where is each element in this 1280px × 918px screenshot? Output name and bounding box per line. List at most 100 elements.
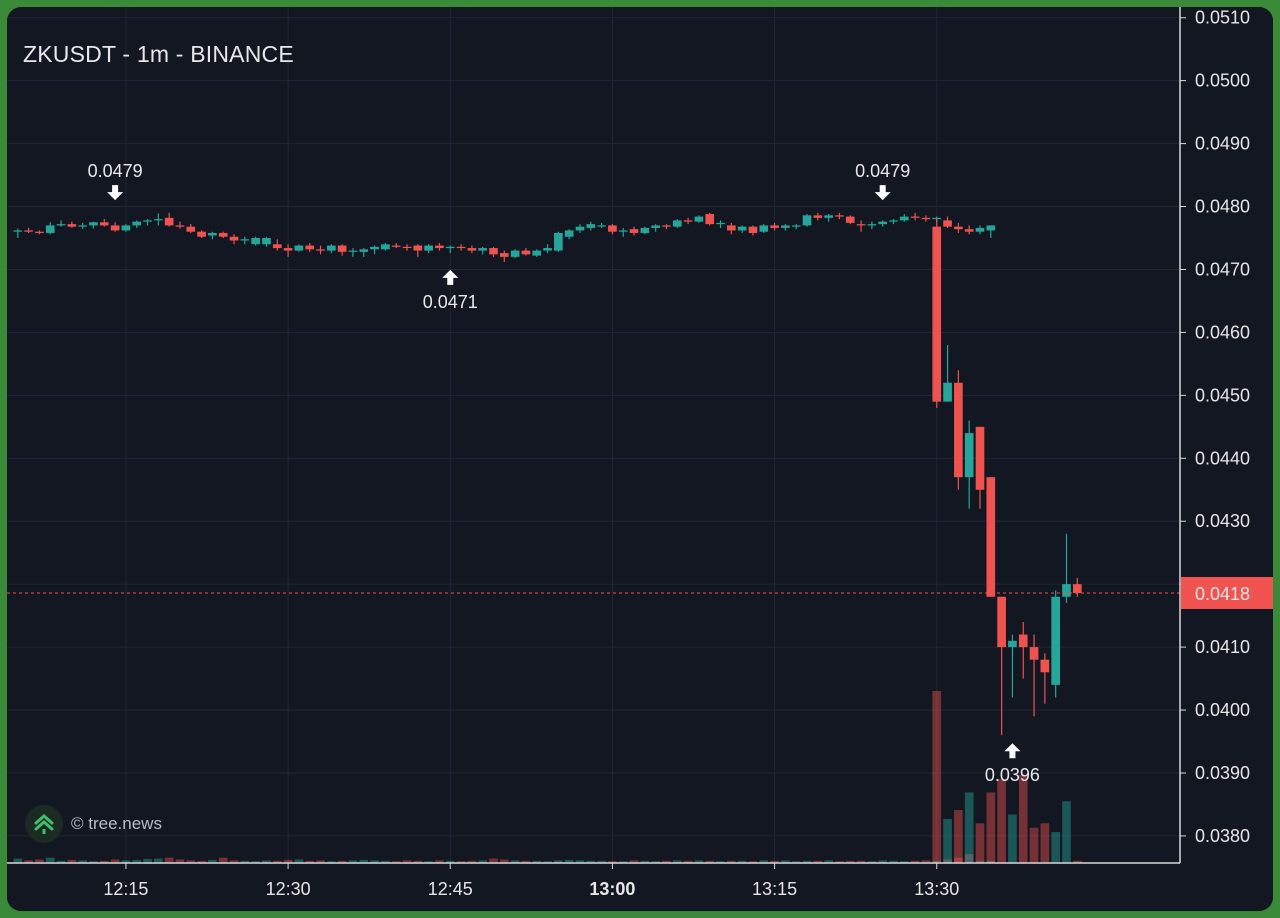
candle-body [737, 226, 747, 231]
price-tick-label: 0.0480 [1195, 197, 1250, 217]
candle-body [294, 245, 304, 251]
price-tick-label: 0.0510 [1195, 8, 1250, 28]
volume-bar [1018, 774, 1028, 863]
volume-bar [218, 857, 228, 863]
candle-body [835, 215, 844, 217]
volume-bar [132, 859, 142, 863]
volume-bar [370, 860, 379, 863]
price-tick-label: 0.0440 [1195, 448, 1250, 468]
candle-body [575, 226, 585, 231]
volume-bar [954, 810, 963, 863]
annotation-label: 0.0479 [855, 161, 910, 181]
volume-bar [164, 857, 174, 863]
volume-bar [456, 861, 466, 863]
candle-body [986, 477, 996, 597]
volume-bar [175, 859, 185, 863]
price-tick-label: 0.0450 [1195, 385, 1250, 405]
volume-bar [229, 860, 239, 863]
volume-bar [845, 860, 855, 863]
time-tick-label: 12:15 [103, 879, 148, 899]
volume-bar [89, 861, 98, 863]
volume-bar [705, 860, 715, 863]
volume-bar [489, 858, 498, 863]
candle-body [413, 245, 423, 251]
volume-bar [943, 818, 952, 863]
candle-body [975, 227, 985, 232]
volume-bar [932, 691, 942, 863]
volume-bar [1040, 823, 1050, 863]
time-tick-label: 12:45 [428, 879, 473, 899]
candle-body [629, 229, 639, 233]
candle-body [121, 225, 131, 231]
volume-bar [154, 858, 163, 863]
volume-bar [997, 779, 1006, 863]
volume-bar [1029, 827, 1039, 863]
volume-bar [402, 860, 412, 863]
price-tick-label: 0.0380 [1195, 826, 1250, 846]
volume-bar [445, 860, 455, 863]
volume-bar [899, 861, 909, 863]
volume-bar [554, 860, 563, 863]
volume-bar [543, 861, 552, 863]
candle-body [867, 224, 877, 226]
up-arrow-icon [442, 269, 459, 285]
candle-body [856, 224, 866, 226]
tree-news-logo-icon [25, 805, 63, 843]
candle-body [1051, 596, 1060, 685]
volume-bar [337, 860, 347, 863]
price-tick-label: 0.0460 [1195, 322, 1250, 342]
volume-bar [835, 861, 844, 863]
volume-bar [564, 859, 574, 863]
candle-body [662, 225, 671, 227]
candle-body [889, 220, 898, 222]
candle-body [56, 224, 66, 226]
candle-body [954, 226, 963, 230]
candle-body [899, 216, 909, 221]
candle-body [791, 225, 801, 227]
candle-body [337, 245, 347, 252]
candle-body [283, 248, 293, 251]
volume-bar [878, 860, 888, 863]
candle-body [770, 225, 779, 228]
volume-bar [640, 860, 650, 863]
time-tick-label: 13:00 [589, 879, 635, 899]
volume-bar [56, 860, 66, 863]
volume-bar [867, 861, 877, 863]
candle-body [543, 248, 552, 251]
candle-body [99, 222, 109, 226]
annotation-label: 0.0471 [423, 292, 478, 312]
candle-body [964, 433, 974, 478]
candle-body [186, 226, 196, 232]
candle-body [845, 216, 855, 223]
annotation-label: 0.0396 [985, 765, 1040, 785]
candle-body [608, 225, 617, 232]
volume-bar [305, 860, 315, 863]
down-arrow-icon [107, 185, 124, 201]
volume-bar [608, 861, 617, 863]
candle-body [683, 220, 693, 222]
candle-body [456, 246, 466, 249]
volume-bar [327, 861, 336, 863]
price-tick-label: 0.0400 [1195, 700, 1250, 720]
volume-bar [748, 861, 758, 863]
watermark-text: © tree.news [71, 814, 162, 833]
volume-bar [943, 859, 952, 863]
volume-bar [802, 860, 812, 863]
time-tick-label: 12:30 [266, 879, 311, 899]
volume-bar [921, 860, 931, 863]
candle-body [381, 244, 390, 250]
candle-body [305, 245, 315, 250]
candle-body [975, 426, 985, 490]
price-tick-label: 0.0470 [1195, 259, 1250, 279]
volume-bar [359, 859, 369, 863]
candle-body [143, 220, 152, 222]
candle-body [878, 221, 888, 225]
chart-title: ZKUSDT - 1m - BINANCE [23, 41, 294, 67]
price-tick-label: 0.0390 [1195, 763, 1250, 783]
volume-bar [251, 861, 260, 863]
candle-body [1029, 647, 1039, 660]
candle-body [197, 231, 206, 237]
candle-body [67, 224, 77, 227]
candlestick-chart: 0.0479 0.0471 0.0479 0.0396 0.0510 0.0500 0.04… [7, 7, 1273, 911]
volume-bar [197, 860, 206, 863]
